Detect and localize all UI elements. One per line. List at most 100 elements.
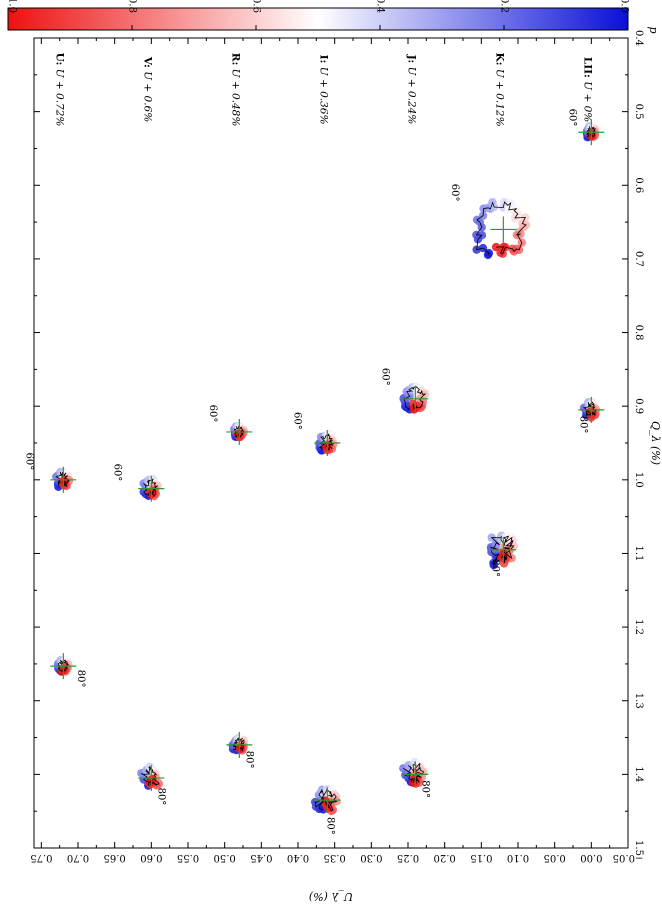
cluster-angle-label: 80° <box>420 780 431 798</box>
colorbar-tick-label: 0.0 <box>619 0 630 13</box>
q-tick-label: 1.1 <box>633 546 644 562</box>
cluster-angle-label: 80° <box>244 751 255 769</box>
axis-ticks: 0.4 0.5 0.6 0.7 0.8 0.9 1.0 1.1 1.2 1.3 1.4 1.5−0.0… <box>30 30 644 863</box>
cluster-track <box>143 478 158 497</box>
u-tick-label: 0.00 <box>580 852 602 863</box>
band-label-filter: LII: <box>581 57 593 78</box>
band-label-offset: U + 0.48% <box>229 65 241 126</box>
data-clusters: 60° 80° 60° 80° 60° 80° 60° 80° 60° 80° 60° 80° 60° 8… <box>24 109 605 835</box>
colorbar-tick-label: 0.8 <box>127 0 138 13</box>
band-label-filter: J: <box>405 54 417 63</box>
u-tick-label: 0.35 <box>324 852 346 863</box>
u-tick-label: 0.10 <box>507 852 529 863</box>
cluster-track <box>141 765 160 786</box>
colorbar-tick-label: 0.6 <box>251 0 262 13</box>
u-tick-label: 0.65 <box>104 852 126 863</box>
cluster-angle-label: 80° <box>324 817 335 835</box>
cluster-track <box>402 761 425 784</box>
cluster-angle-label: 80° <box>156 788 167 806</box>
band-label-offset: U + 0.6% <box>141 68 153 122</box>
cluster-track <box>490 535 515 567</box>
cluster-angle-label: 80° <box>489 559 500 577</box>
q-tick-label: 1.2 <box>633 619 644 635</box>
q-tick-label: 0.9 <box>633 398 644 414</box>
colorbar-label: p <box>647 26 660 33</box>
cluster: 60° <box>291 412 341 456</box>
u-tick-label: 0.55 <box>177 852 199 863</box>
cluster: 80° <box>577 396 605 434</box>
q-tick-label: 0.5 <box>633 104 644 120</box>
u-tick-label: 0.05 <box>544 852 566 863</box>
q-tick-label: 1.5 <box>633 840 644 856</box>
cluster-track <box>475 201 527 256</box>
cluster-angle-label: 60° <box>207 405 218 423</box>
y-axis-title: U_λ (%) <box>309 890 353 903</box>
cluster-angle-label: 80° <box>75 670 86 688</box>
cluster-angle-label: 60° <box>566 109 577 127</box>
q-tick-label: 0.4 <box>633 30 644 46</box>
u-tick-label: 0.60 <box>140 852 162 863</box>
u-tick-label: 0.15 <box>470 852 492 863</box>
band-label-offset: U + 0.72% <box>53 65 65 126</box>
cluster-angle-label: 60° <box>449 184 460 202</box>
cluster-track <box>55 471 70 488</box>
u-tick-label: 0.40 <box>287 852 309 863</box>
q-tick-label: 0.7 <box>633 251 644 267</box>
band-label: U: U + 0.72% <box>53 53 65 127</box>
q-tick-label: 0.8 <box>633 325 644 341</box>
cluster: 60° <box>207 405 253 445</box>
band-label: J: U + 0.24% <box>405 54 417 124</box>
q-tick-label: 0.6 <box>633 177 644 193</box>
colorbar-tick-label: 1.0 <box>7 0 18 13</box>
cluster-angle-label: 60° <box>291 412 302 430</box>
q-tick-label: 1.0 <box>633 472 644 488</box>
band-label-offset: U + 0% <box>581 78 593 122</box>
u-tick-label: 0.30 <box>360 852 382 863</box>
cluster: 80° <box>310 785 341 835</box>
band-labels: U: U + 0.72% V: U + 0.6% R: U + 0.48% I: U … <box>53 53 593 127</box>
cluster: 60° <box>379 368 430 414</box>
cluster: 60° <box>449 184 531 260</box>
band-label-filter: R: <box>229 53 241 66</box>
cluster: 80° <box>137 762 167 806</box>
u-tick-label: 0.45 <box>250 852 272 863</box>
cluster: 80° <box>486 531 518 577</box>
cluster: 80° <box>50 653 86 688</box>
band-label-filter: V: <box>141 56 153 68</box>
x-axis-title: Q_λ (%) <box>649 421 662 465</box>
colorbar-tick-label: 0.4 <box>375 0 386 13</box>
cluster-angle-label: 80° <box>577 416 588 434</box>
cluster: 80° <box>226 731 255 769</box>
u-tick-label: −0.05 <box>613 852 644 863</box>
cluster-track <box>582 401 597 418</box>
u-tick-label: 0.70 <box>67 852 89 863</box>
band-label-offset: U + 0.36% <box>317 63 329 124</box>
u-tick-label: 0.20 <box>434 852 456 863</box>
band-label: I: U + 0.36% <box>317 55 329 125</box>
cluster: 60° <box>566 109 605 146</box>
cluster: 80° <box>399 757 431 798</box>
band-label: K: U + 0.12% <box>493 53 505 127</box>
colorbar-gradient <box>7 7 629 31</box>
q-tick-label: 1.4 <box>633 766 644 782</box>
band-label-filter: I: <box>317 55 329 64</box>
band-label: R: U + 0.48% <box>229 53 241 127</box>
q-tick-label: 1.3 <box>633 693 644 709</box>
cluster-track <box>586 126 597 138</box>
u-tick-label: 0.50 <box>214 852 236 863</box>
cluster-angle-label: 60° <box>112 464 123 482</box>
band-label-offset: U + 0.24% <box>405 63 417 124</box>
cluster-angle-label: 60° <box>24 453 35 471</box>
colorbar-tick-label: 0.2 <box>499 0 510 13</box>
band-label-offset: U + 0.12% <box>493 66 505 127</box>
cluster-track <box>57 659 69 672</box>
band-label: V: U + 0.6% <box>141 56 153 122</box>
colorbar: 1.0 0.8 0.6 0.4 0.2 0.0 p <box>7 0 661 34</box>
cluster: 60° <box>112 464 165 502</box>
band-label: LII: U + 0% <box>581 57 593 122</box>
band-label-filter: K: <box>493 53 505 66</box>
cluster: 60° <box>24 453 77 493</box>
cluster-angle-label: 60° <box>379 368 390 386</box>
colorbar-ticks: 1.0 0.8 0.6 0.4 0.2 0.0 <box>7 0 630 30</box>
